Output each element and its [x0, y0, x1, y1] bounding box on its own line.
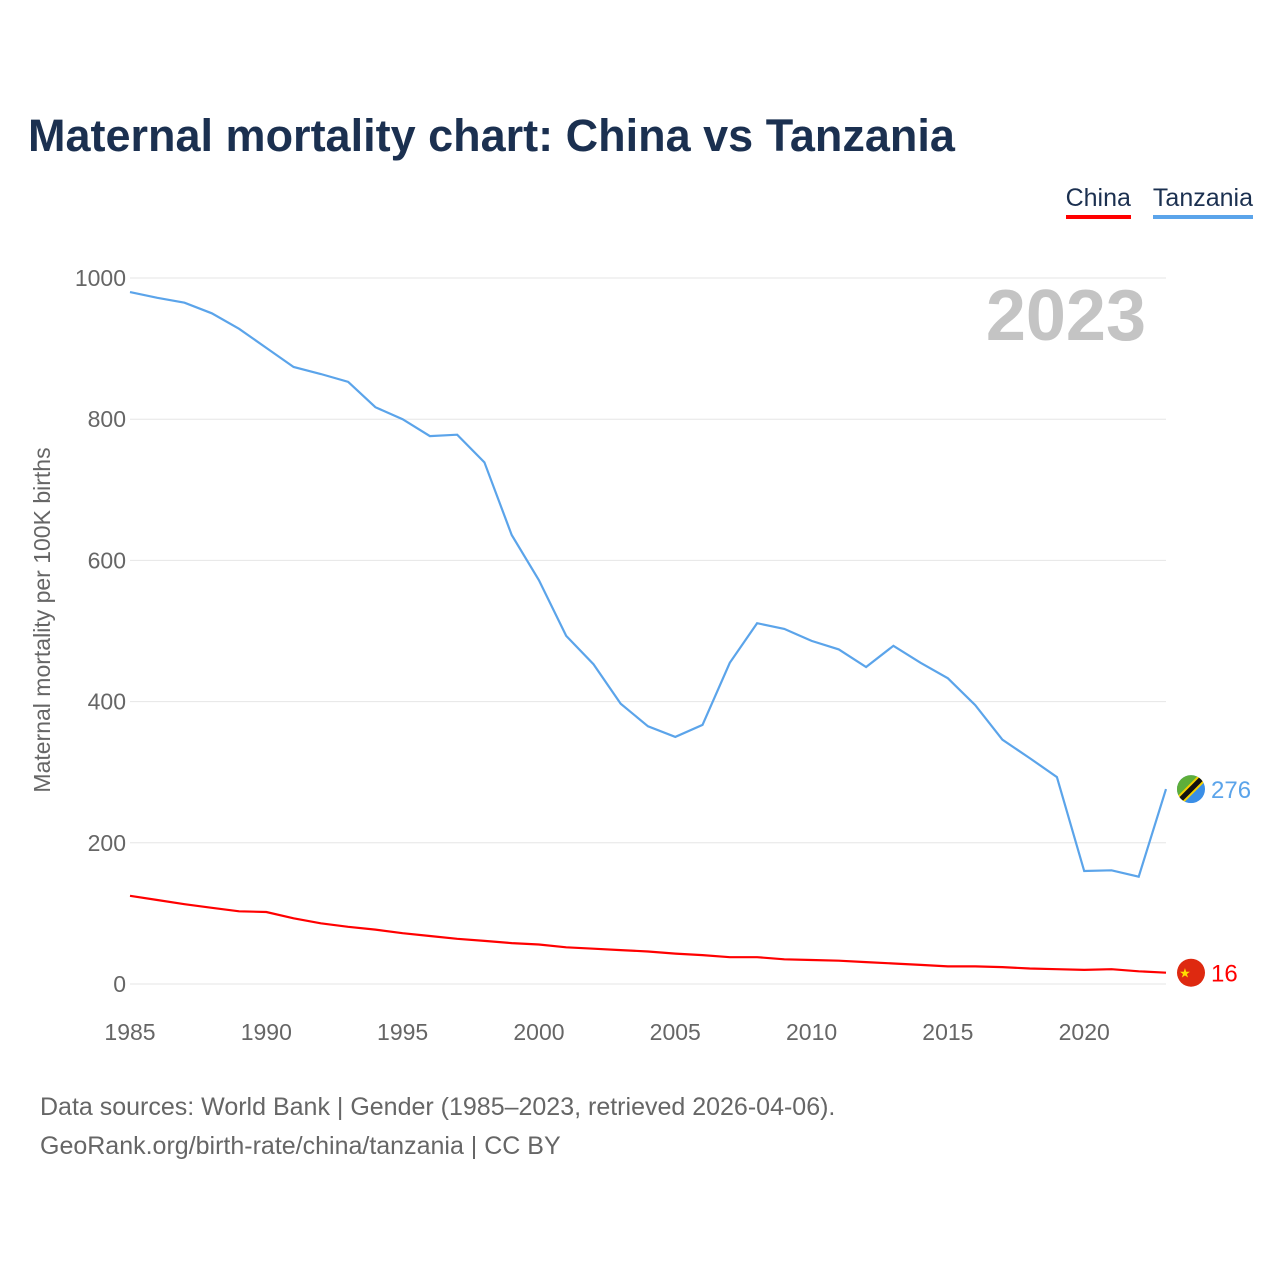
y-tick-label: 0	[113, 971, 126, 997]
x-tick-label: 1990	[241, 1019, 292, 1045]
series-line-tanzania	[129, 291, 1168, 879]
source-note: Data sources: World Bank | Gender (1985–…	[40, 1088, 835, 1166]
year-watermark: 2023	[986, 276, 1146, 356]
y-tick-label: 1000	[75, 265, 126, 291]
end-value-label: 16	[1211, 961, 1238, 988]
y-axis-label: Maternal mortality per 100K births	[29, 447, 55, 792]
y-tick-label: 400	[88, 689, 126, 715]
end-value-label: 276	[1211, 777, 1251, 804]
x-tick-label: 1995	[377, 1019, 428, 1045]
legend-tanzania[interactable]: Tanzania	[1152, 184, 1253, 219]
x-tick-label: 2000	[513, 1019, 564, 1045]
chart-title: Maternal mortality chart: China vs Tanza…	[28, 110, 955, 161]
svg-text:★: ★	[1179, 966, 1191, 981]
x-tick-label: 2020	[1059, 1019, 1110, 1045]
y-tick-label: 800	[88, 406, 126, 432]
source-line-1: Data sources: World Bank | Gender (1985–…	[40, 1093, 836, 1121]
china-flag-icon: ★	[1177, 958, 1205, 987]
x-tick-label: 2005	[650, 1019, 701, 1045]
y-tick-label: 200	[88, 830, 126, 856]
legend: China Tanzania	[1065, 184, 1253, 219]
x-tick-label: 2015	[922, 1019, 973, 1045]
tanzania-flag-icon	[1177, 775, 1205, 804]
y-tick-label: 600	[88, 547, 126, 573]
legend-china[interactable]: China	[1065, 184, 1131, 219]
x-tick-label: 1985	[104, 1019, 155, 1045]
x-tick-label: 2010	[786, 1019, 837, 1045]
source-line-2: GeoRank.org/birth-rate/china/tanzania | …	[40, 1132, 561, 1160]
series-line-china	[129, 894, 1167, 974]
